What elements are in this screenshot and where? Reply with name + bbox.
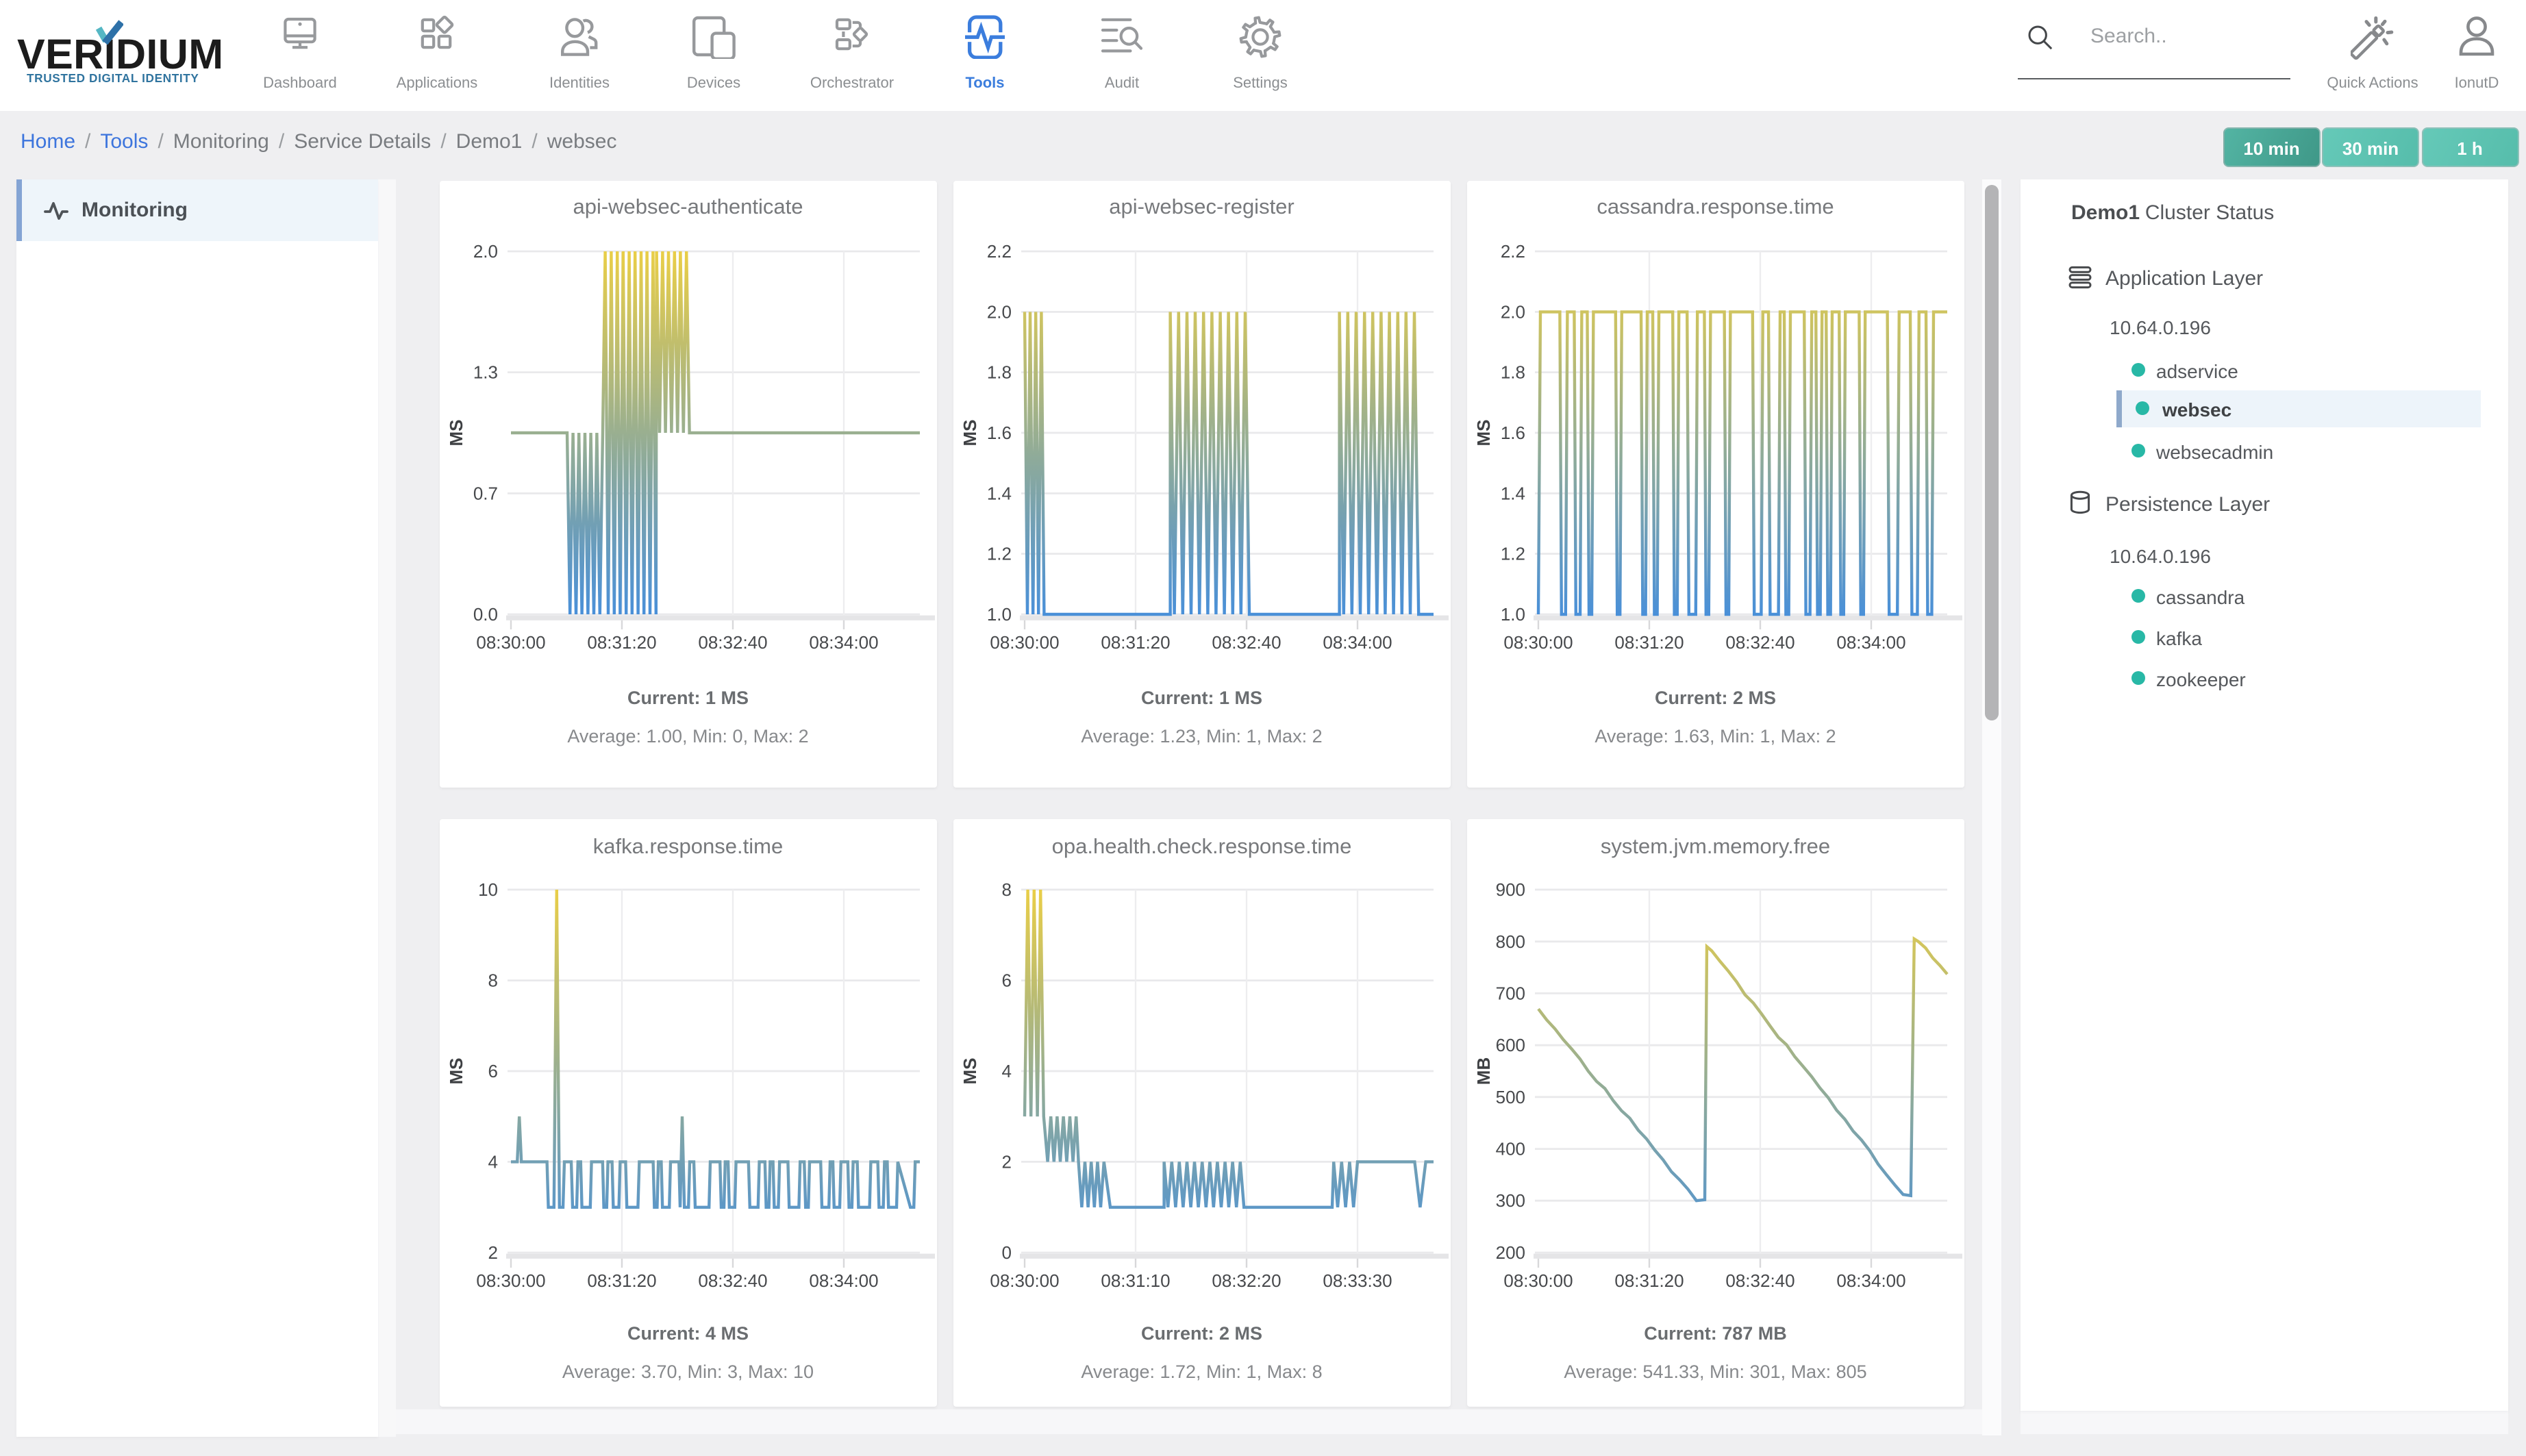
svg-text:800: 800 — [1495, 931, 1525, 952]
svg-text:08:31:10: 08:31:10 — [1100, 1270, 1169, 1291]
svg-text:6: 6 — [1001, 970, 1011, 991]
svg-text:300: 300 — [1495, 1190, 1525, 1211]
svg-text:6: 6 — [488, 1061, 497, 1081]
svg-text:08:30:00: 08:30:00 — [989, 631, 1058, 652]
svg-text:08:34:00: 08:34:00 — [808, 1270, 877, 1291]
svg-text:MS: MS — [445, 419, 466, 446]
svg-text:08:32:20: 08:32:20 — [1211, 1270, 1280, 1291]
svg-text:900: 900 — [1495, 879, 1525, 900]
svg-text:08:32:40: 08:32:40 — [697, 1270, 766, 1291]
svg-text:08:34:00: 08:34:00 — [1322, 631, 1391, 652]
svg-text:08:32:40: 08:32:40 — [1725, 1270, 1794, 1291]
svg-text:1.8: 1.8 — [1500, 362, 1525, 382]
svg-text:1.2: 1.2 — [986, 543, 1011, 564]
svg-text:2: 2 — [1001, 1151, 1011, 1172]
svg-text:1.6: 1.6 — [986, 422, 1011, 442]
svg-text:1.4: 1.4 — [1500, 482, 1525, 503]
svg-text:08:30:00: 08:30:00 — [1503, 631, 1572, 652]
svg-text:1.0: 1.0 — [986, 603, 1011, 624]
svg-text:MS: MS — [959, 1058, 979, 1085]
svg-text:10: 10 — [477, 879, 497, 900]
svg-text:08:31:20: 08:31:20 — [1100, 631, 1169, 652]
svg-text:MB: MB — [1473, 1057, 1493, 1085]
svg-text:500: 500 — [1495, 1087, 1525, 1107]
svg-text:2.0: 2.0 — [1500, 301, 1525, 321]
svg-text:2.2: 2.2 — [986, 240, 1011, 261]
svg-text:MS: MS — [1473, 419, 1493, 446]
svg-text:700: 700 — [1495, 983, 1525, 1003]
svg-text:08:34:00: 08:34:00 — [1836, 1270, 1905, 1291]
svg-text:1.4: 1.4 — [986, 482, 1011, 503]
svg-text:08:31:20: 08:31:20 — [586, 1270, 655, 1291]
svg-text:08:33:30: 08:33:30 — [1322, 1270, 1391, 1291]
svg-text:4: 4 — [1001, 1061, 1011, 1081]
svg-text:4: 4 — [488, 1151, 497, 1172]
svg-text:2.0: 2.0 — [473, 240, 497, 261]
svg-text:08:30:00: 08:30:00 — [1503, 1270, 1572, 1291]
svg-text:0: 0 — [1001, 1242, 1011, 1263]
svg-text:1.0: 1.0 — [1500, 603, 1525, 624]
svg-text:2: 2 — [488, 1242, 497, 1263]
svg-text:MS: MS — [959, 419, 979, 446]
svg-text:MS: MS — [445, 1058, 466, 1085]
svg-text:0.7: 0.7 — [473, 482, 497, 503]
svg-text:08:31:20: 08:31:20 — [586, 631, 655, 652]
svg-text:08:31:20: 08:31:20 — [1614, 1270, 1683, 1291]
svg-text:08:30:00: 08:30:00 — [989, 1270, 1058, 1291]
svg-text:600: 600 — [1495, 1035, 1525, 1055]
svg-text:08:32:40: 08:32:40 — [1725, 631, 1794, 652]
svg-text:08:34:00: 08:34:00 — [1836, 631, 1905, 652]
svg-text:08:31:20: 08:31:20 — [1614, 631, 1683, 652]
svg-text:8: 8 — [1001, 879, 1011, 900]
svg-text:2.0: 2.0 — [986, 301, 1011, 321]
svg-text:08:32:40: 08:32:40 — [697, 631, 766, 652]
svg-text:2.2: 2.2 — [1500, 240, 1525, 261]
svg-text:200: 200 — [1495, 1242, 1525, 1263]
svg-text:08:34:00: 08:34:00 — [808, 631, 877, 652]
svg-text:400: 400 — [1495, 1139, 1525, 1159]
svg-text:08:32:40: 08:32:40 — [1211, 631, 1280, 652]
svg-text:1.6: 1.6 — [1500, 422, 1525, 442]
svg-text:08:30:00: 08:30:00 — [475, 631, 545, 652]
svg-text:1.3: 1.3 — [473, 362, 497, 382]
svg-text:1.8: 1.8 — [986, 362, 1011, 382]
svg-text:1.2: 1.2 — [1500, 543, 1525, 564]
svg-text:0.0: 0.0 — [473, 603, 497, 624]
svg-text:08:30:00: 08:30:00 — [475, 1270, 545, 1291]
svg-text:8: 8 — [488, 970, 497, 991]
